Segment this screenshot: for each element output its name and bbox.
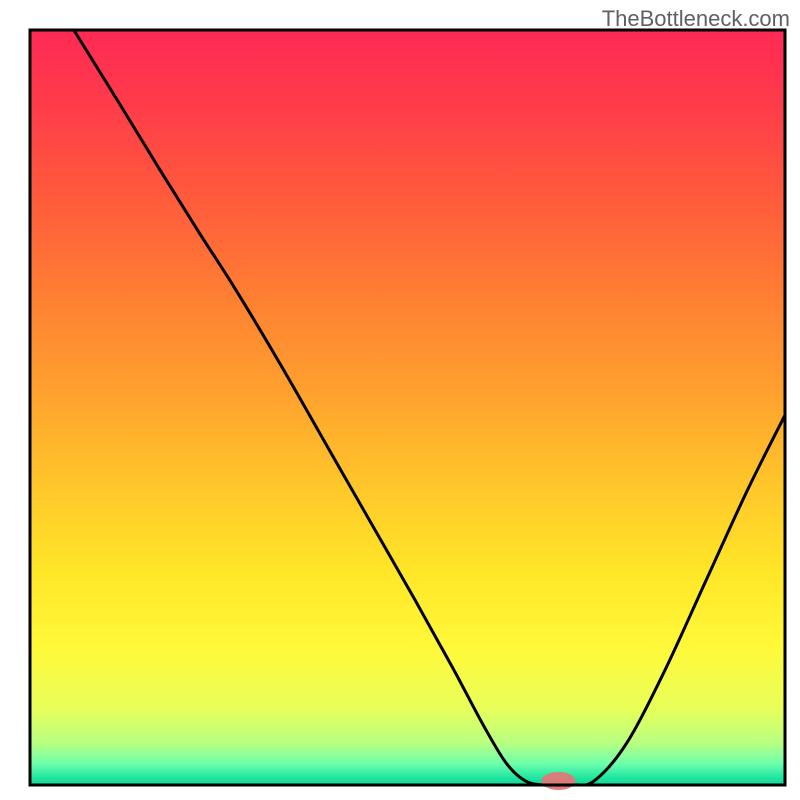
watermark-text: TheBottleneck.com	[602, 6, 790, 32]
optimal-marker	[542, 772, 576, 790]
bottleneck-chart	[0, 0, 800, 800]
chart-stage: TheBottleneck.com	[0, 0, 800, 800]
